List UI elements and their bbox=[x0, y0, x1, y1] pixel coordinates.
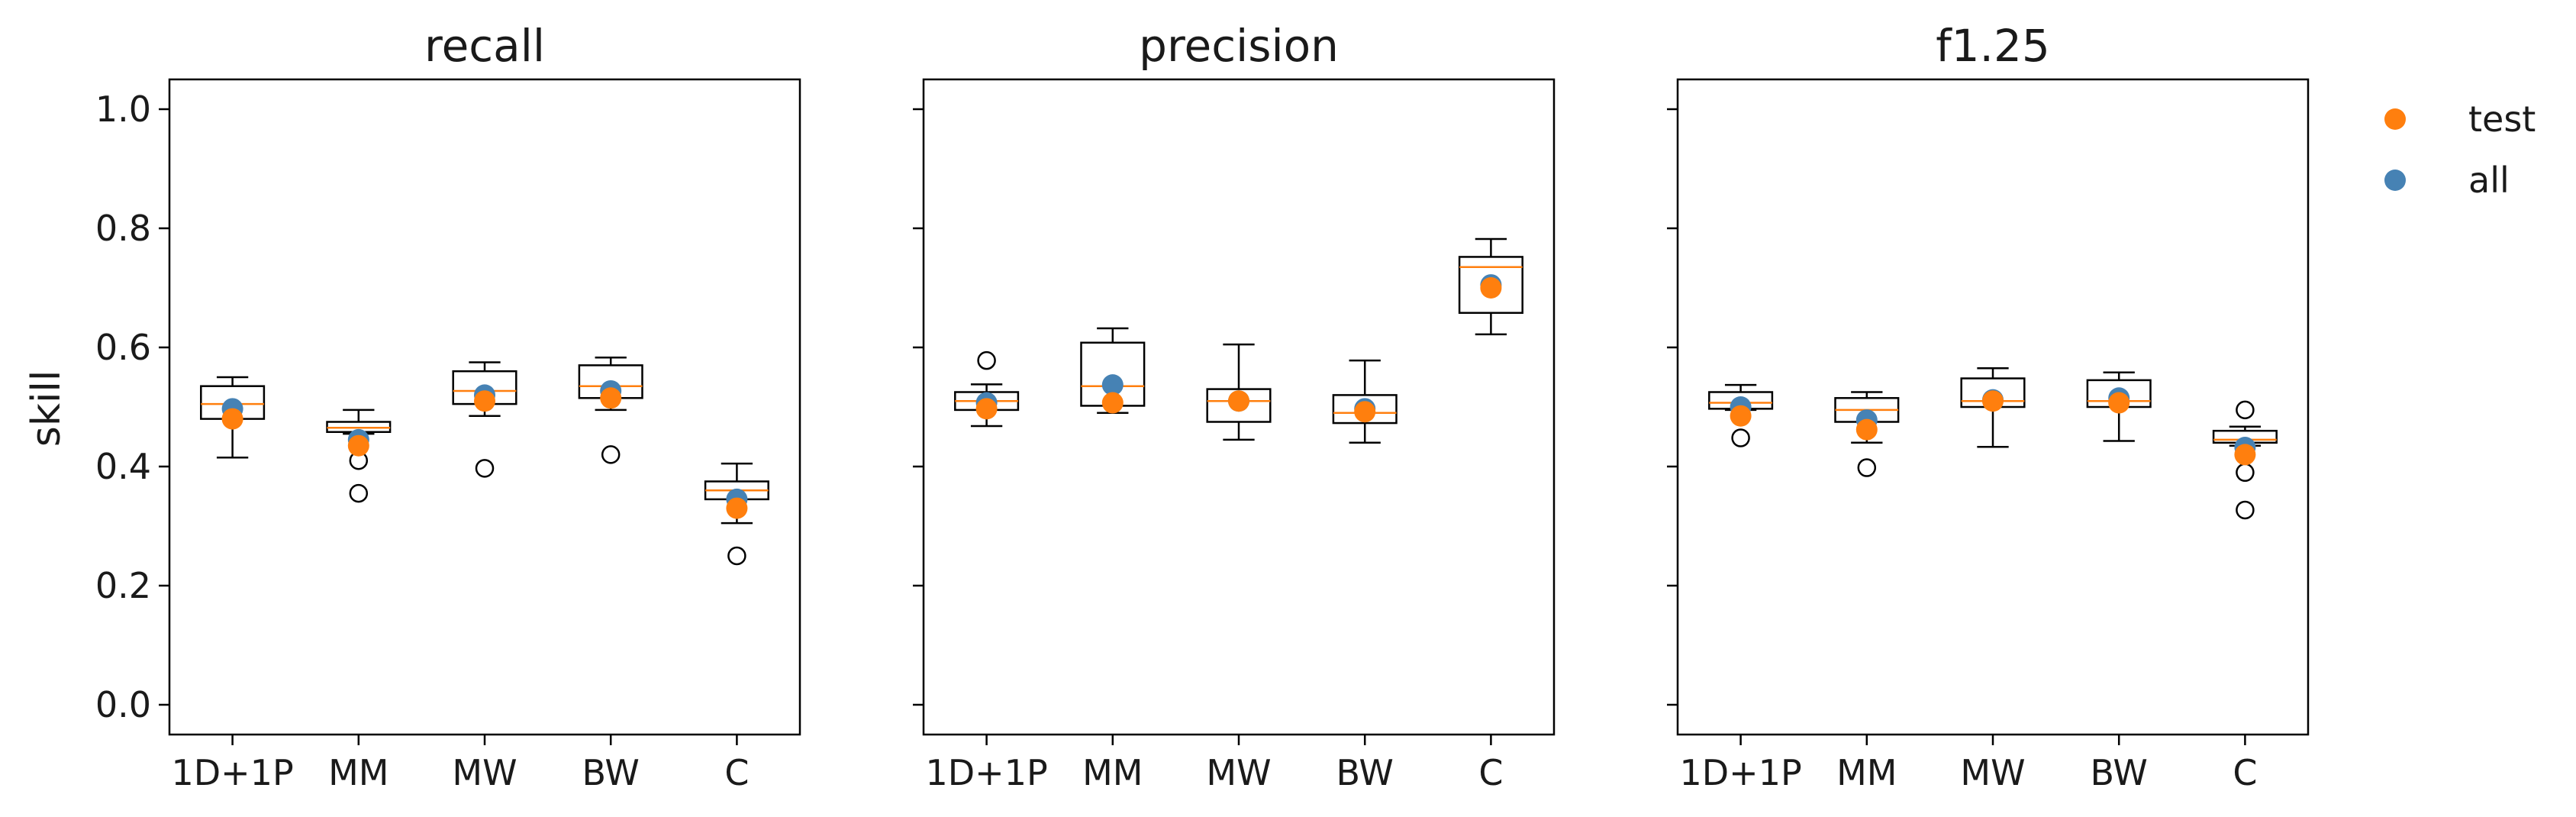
x-tick-label: MM bbox=[328, 752, 388, 793]
axes-frame bbox=[1676, 78, 2310, 736]
test-point bbox=[2108, 392, 2130, 414]
box-MW bbox=[1960, 367, 2026, 448]
y-tick-label: 0.4 bbox=[95, 446, 151, 487]
x-tick-label: 1D+1P bbox=[171, 752, 293, 793]
x-tick-label: BW bbox=[2090, 752, 2147, 793]
test-point bbox=[1101, 392, 1124, 414]
test-point bbox=[1354, 401, 1376, 423]
iqr-box bbox=[1206, 388, 1272, 423]
test-point bbox=[975, 398, 998, 420]
legend-label-test: test bbox=[2468, 98, 2536, 140]
x-tick-label: BW bbox=[1336, 752, 1393, 793]
box-C bbox=[704, 462, 769, 566]
test-point bbox=[1982, 390, 2004, 412]
box-MM bbox=[1834, 391, 1900, 477]
iqr-box bbox=[1332, 394, 1398, 425]
x-tick-label: C bbox=[724, 752, 749, 793]
test-point bbox=[1730, 405, 1752, 427]
test-point bbox=[1855, 418, 1878, 441]
x-tick-label: C bbox=[2233, 752, 2257, 793]
y-axis-label: skill bbox=[24, 370, 69, 447]
y-tick-label: 0.0 bbox=[95, 684, 151, 725]
panel-title: precision bbox=[1139, 20, 1339, 72]
x-tick-label: MW bbox=[1960, 752, 2025, 793]
outlier-point bbox=[1857, 458, 1877, 477]
box-1D+1P bbox=[200, 376, 266, 459]
y-tick-label: 1.0 bbox=[95, 89, 151, 130]
legend-label-all: all bbox=[2468, 160, 2510, 201]
chart-panels: recall 0.0 0.2 0.4 0.6 0.8 1.0 1D+1P MM MW BW Cprec… bbox=[95, 20, 2310, 793]
x-tick-label: 1D+1P bbox=[1679, 752, 1801, 793]
outlier-point bbox=[2236, 400, 2255, 420]
panel-title: f1.25 bbox=[1936, 20, 2050, 72]
test-point bbox=[600, 387, 622, 409]
test-point bbox=[2234, 444, 2256, 466]
box-BW bbox=[2086, 371, 2152, 442]
panel-1: precision 1D+1P MM MW BW C bbox=[913, 20, 1556, 793]
box-BW bbox=[1332, 359, 1398, 444]
outlier-point bbox=[601, 445, 621, 464]
box-BW bbox=[578, 357, 643, 464]
box-MM bbox=[1080, 327, 1146, 415]
legend-marker-all bbox=[2384, 170, 2406, 191]
outlier-point bbox=[2236, 500, 2255, 520]
test-point bbox=[1228, 390, 1249, 412]
y-tick-label: 0.2 bbox=[95, 565, 151, 606]
x-tick-label: BW bbox=[582, 752, 639, 793]
panel-title: recall bbox=[424, 20, 545, 72]
axes-frame bbox=[168, 78, 801, 736]
box-MM bbox=[326, 408, 392, 503]
x-tick-label: MW bbox=[1206, 752, 1271, 793]
test-point bbox=[474, 390, 495, 412]
outlier-point bbox=[977, 350, 996, 370]
box-C bbox=[1458, 237, 1523, 336]
test-point bbox=[347, 434, 369, 457]
box-C bbox=[2212, 400, 2278, 520]
box-1D+1P bbox=[954, 350, 1020, 428]
all-point bbox=[1101, 374, 1124, 396]
test-point bbox=[221, 408, 243, 430]
axes-frame bbox=[922, 78, 1556, 736]
outlier-point bbox=[475, 459, 495, 478]
x-tick-label: C bbox=[1478, 752, 1503, 793]
test-point bbox=[726, 497, 748, 519]
legend-marker-test bbox=[2384, 108, 2406, 130]
y-tick-label: 0.6 bbox=[95, 327, 151, 368]
x-tick-label: MM bbox=[1082, 752, 1143, 793]
outlier-point bbox=[1731, 428, 1750, 447]
box-1D+1P bbox=[1708, 383, 1774, 447]
box-MW bbox=[1206, 343, 1272, 441]
legend: test all bbox=[2384, 98, 2536, 201]
x-tick-label: 1D+1P bbox=[925, 752, 1047, 793]
box-MW bbox=[452, 361, 517, 478]
x-tick-label: MW bbox=[452, 752, 517, 793]
outlier-point bbox=[349, 483, 369, 503]
outlier-point bbox=[2236, 463, 2255, 483]
panel-2: f1.25 1D+1P MM MW BW C bbox=[1667, 20, 2310, 793]
iqr-box bbox=[1458, 256, 1523, 315]
panel-0: recall 0.0 0.2 0.4 0.6 0.8 1.0 1D+1P MM MW BW C bbox=[95, 20, 801, 793]
y-tick-label: 0.8 bbox=[95, 208, 151, 249]
x-tick-label: MM bbox=[1836, 752, 1897, 793]
outlier-point bbox=[727, 546, 746, 566]
test-point bbox=[1480, 277, 1502, 299]
